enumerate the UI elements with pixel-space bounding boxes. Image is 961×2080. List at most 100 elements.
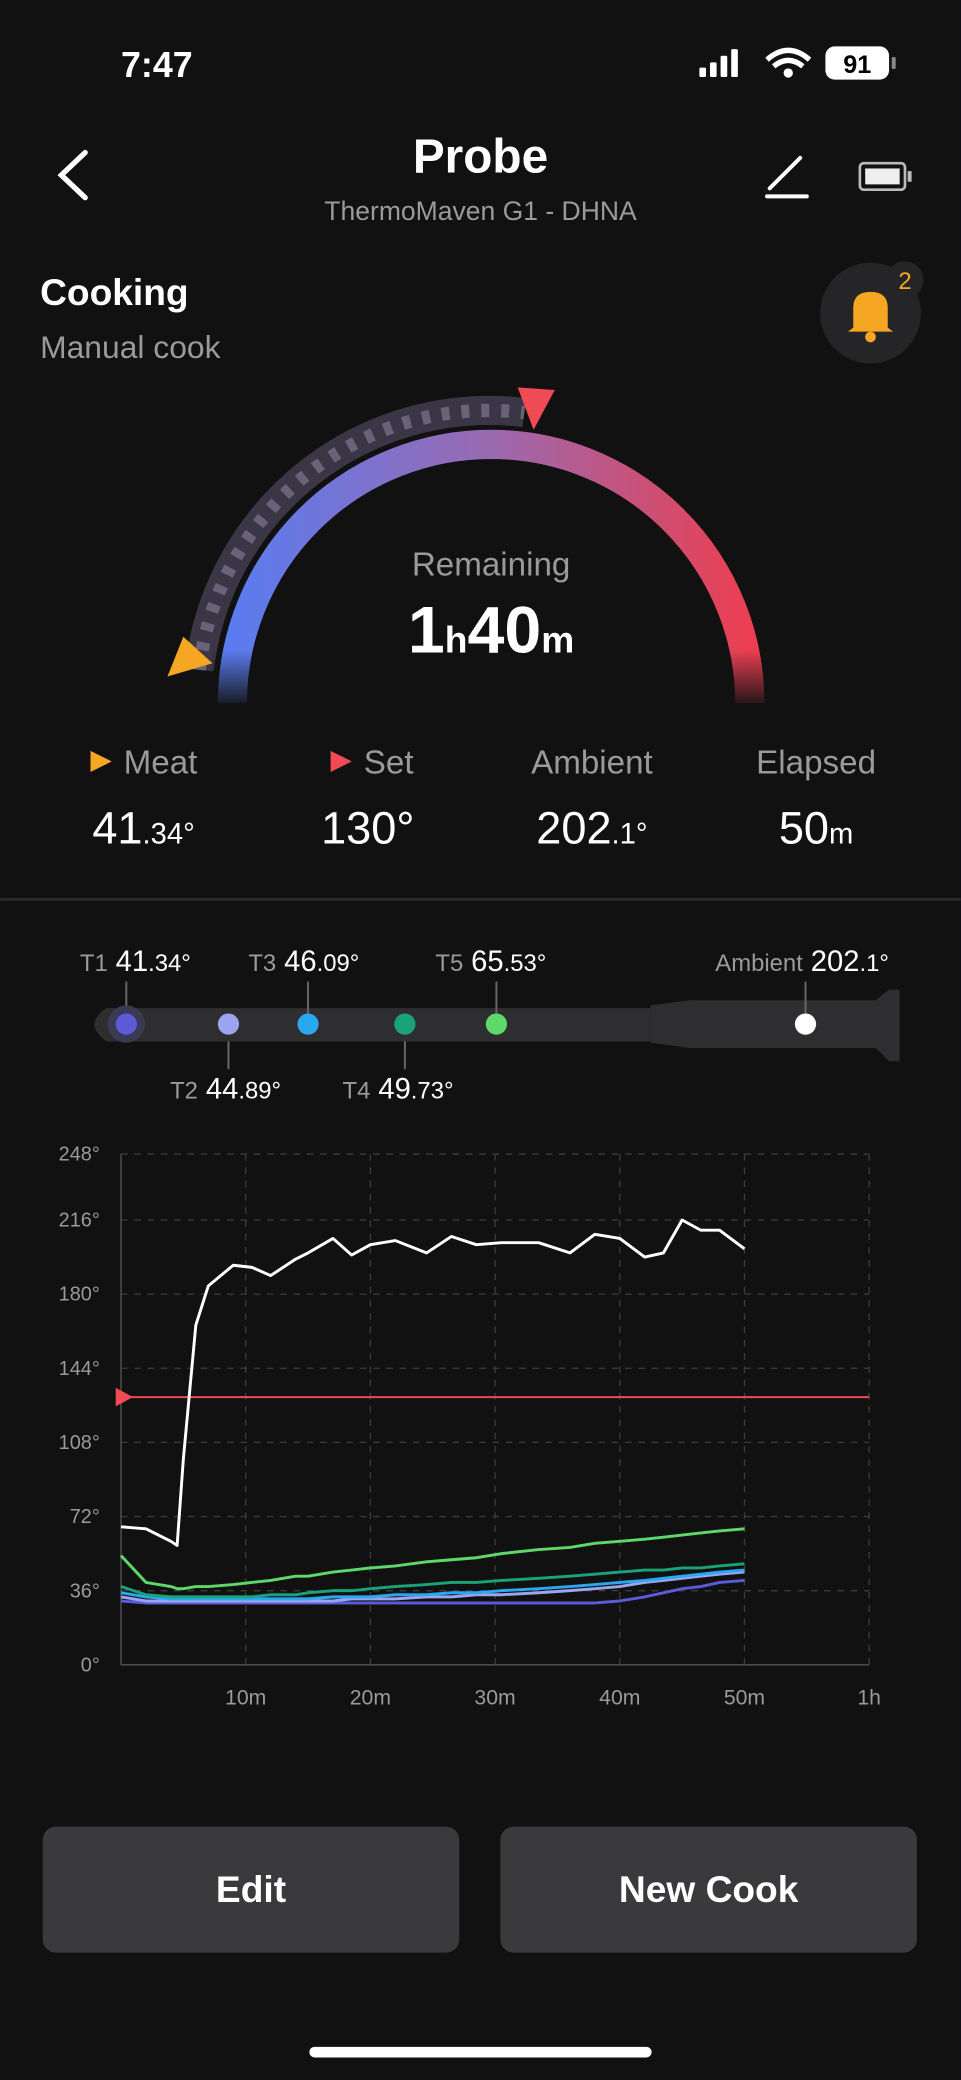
- sensor-small: .34°: [148, 950, 191, 977]
- cook-mode: Manual cook: [40, 329, 221, 365]
- meat-icon: [90, 750, 112, 773]
- x-tick-label: 50m: [724, 1687, 765, 1710]
- chart: 0° 36° 72° 108° 144° 180° 216° 248° 10m 20m 30m 40m…: [59, 1144, 881, 1710]
- x-tick-label: 30m: [474, 1687, 515, 1710]
- value-main: 50: [779, 803, 829, 854]
- set-icon: [330, 750, 352, 773]
- sensor-dot: [217, 1013, 240, 1035]
- remaining-label: Remaining: [412, 547, 571, 584]
- badge: [886, 261, 924, 299]
- set-marker: [517, 387, 555, 430]
- home-indicator: [309, 2046, 652, 2058]
- y-tick-label: 216°: [59, 1210, 100, 1232]
- reading-value: 130°: [321, 803, 414, 854]
- x-tick-label: 1h: [857, 1687, 881, 1710]
- y-tick-label: 180°: [59, 1284, 100, 1306]
- y-tick-label: 144°: [59, 1358, 100, 1380]
- reading-value: 50m: [779, 803, 853, 854]
- remaining-time: 1h40m: [408, 594, 574, 668]
- button-label: Edit: [216, 1868, 286, 1910]
- sensor-small: .89°: [238, 1077, 281, 1104]
- sensor-name: Ambient: [715, 950, 803, 977]
- battery-level: 91: [843, 51, 871, 79]
- sensor-main: 46: [284, 946, 316, 978]
- sensor-label: T1 41.34°: [80, 946, 191, 978]
- sensor-name: T1: [80, 950, 108, 977]
- sensor-label: T5 65.53°: [435, 946, 546, 978]
- cook-status: Cooking: [40, 271, 188, 313]
- button-label: New Cook: [619, 1868, 799, 1910]
- battery-icon: [825, 46, 890, 80]
- edit-cook-button[interactable]: [42, 1826, 460, 1953]
- value-small: .1°: [612, 819, 648, 851]
- reading-label: Ambient: [531, 744, 653, 781]
- edit-button[interactable]: [765, 155, 809, 199]
- sensor-dot: [485, 1013, 508, 1035]
- y-tick-label: 248°: [59, 1144, 100, 1166]
- probe-battery-icon: [858, 161, 912, 192]
- sensor-dot: [794, 1013, 817, 1035]
- sensor-name: T4: [343, 1077, 371, 1104]
- sensor-dot: [115, 1013, 137, 1035]
- reading-label: Set: [364, 744, 414, 781]
- sensor-small: .73°: [411, 1077, 454, 1104]
- set-line-marker: [115, 1387, 133, 1407]
- sensor-label: T2 44.89°: [170, 1073, 281, 1105]
- reading-label: Meat: [124, 744, 198, 781]
- series-line: [120, 1562, 745, 1599]
- minutes: 40: [468, 594, 542, 668]
- y-tick-label: 0°: [81, 1654, 100, 1676]
- reading-value: 202.1°: [536, 803, 647, 854]
- value-main: 41: [92, 803, 142, 854]
- hours: 1: [408, 594, 445, 668]
- value-main: 202: [536, 803, 611, 854]
- y-tick-label: 72°: [70, 1506, 100, 1528]
- minutes-unit: m: [541, 619, 574, 661]
- sensor-name: T2: [170, 1077, 198, 1104]
- hours-unit: h: [445, 619, 468, 661]
- value-small: m: [829, 819, 853, 851]
- sensor-main: 44: [206, 1073, 238, 1105]
- progress-chevrons: [192, 403, 526, 671]
- y-tick-label: 108°: [59, 1432, 100, 1454]
- sensor-label: T4 49.73°: [343, 1073, 454, 1105]
- y-tick-label: 36°: [70, 1580, 100, 1602]
- sensor-small: .09°: [317, 950, 360, 977]
- battery-tip: [891, 57, 896, 69]
- series-line: [120, 1218, 746, 1547]
- sensor-name: T5: [435, 950, 463, 977]
- clock: 7:47: [121, 45, 193, 85]
- sensor-small: .1°: [859, 950, 888, 977]
- signal-icon: [699, 49, 738, 77]
- page-title: Probe: [413, 130, 548, 183]
- temperature-arc: [217, 429, 765, 704]
- reading-value: 41.34°: [92, 803, 194, 854]
- sensor-main: 49: [378, 1073, 410, 1105]
- value-small: .34°: [143, 819, 195, 851]
- x-tick-label: 10m: [225, 1687, 266, 1710]
- sensor-main: 202: [811, 946, 860, 978]
- sensor-label: Ambient 202.1°: [715, 946, 889, 978]
- probe-handle: [650, 989, 900, 1062]
- x-tick-label: 20m: [350, 1687, 391, 1710]
- sensors: T1 41.34° T2 44.89° T3 46.09° T4 49.73° T5 65.53°…: [80, 946, 889, 1105]
- series-line: [120, 1568, 745, 1601]
- arc-fade: [212, 650, 770, 710]
- bell-icon: [847, 291, 894, 332]
- back-button[interactable]: [57, 149, 88, 201]
- sensor-name: T3: [248, 950, 276, 977]
- bell-clapper: [865, 331, 876, 343]
- sensor-dot: [394, 1013, 416, 1035]
- wifi-dot: [783, 68, 793, 78]
- sensor-dot: [297, 1013, 319, 1035]
- series-line: [120, 1570, 745, 1603]
- reading-label: Elapsed: [756, 744, 876, 781]
- sensor-main: 65: [471, 946, 503, 978]
- wifi-icon: [765, 47, 812, 69]
- new-cook-button[interactable]: [500, 1826, 917, 1953]
- sensor-small: .53°: [504, 950, 547, 977]
- probe-shaft: [94, 1008, 651, 1042]
- series-line: [120, 1578, 745, 1605]
